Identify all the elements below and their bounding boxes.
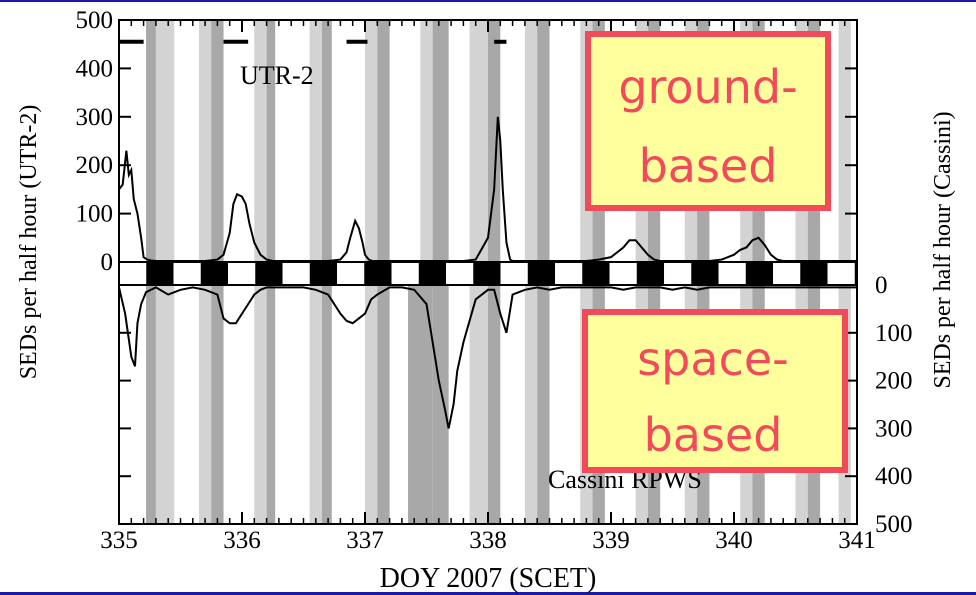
- lower-y-tick-label: 100: [875, 320, 913, 347]
- night-segment-8: [582, 262, 610, 285]
- x-tick-label: 335: [100, 527, 138, 554]
- callout-line: based: [639, 139, 778, 193]
- night-segment-4: [364, 262, 392, 285]
- night-segment-3: [309, 262, 338, 285]
- x-tick-label: 339: [592, 527, 630, 554]
- night-segment-10: [691, 262, 719, 285]
- ground-based-callout: ground-based: [585, 31, 831, 211]
- night-segment-12: [800, 262, 828, 285]
- night-segment-9: [636, 262, 665, 285]
- night-segment-6: [473, 262, 501, 285]
- night-segment-13: [854, 262, 857, 285]
- upper-panel-label: UTR-2: [240, 61, 314, 90]
- upper-y-tick-label: 0: [101, 249, 114, 276]
- lower-series: [118, 286, 857, 429]
- lower-y-axis-label: SEDs per half hour (Cassini): [930, 111, 956, 388]
- lower-y-tick-label: 300: [875, 415, 913, 442]
- x-tick-label: 341: [838, 527, 876, 554]
- upper-y-tick-label: 200: [76, 152, 114, 179]
- x-axis-label: DOY 2007 (SCET): [380, 563, 597, 594]
- x-tick-label: 337: [346, 527, 384, 554]
- axis-ticks: 335 336 337 338 339 340 341 0 100 200 300 400 500 0 10…: [76, 7, 913, 554]
- night-segment-7: [527, 262, 556, 285]
- x-tick-label: 340: [715, 527, 753, 554]
- bottom-frame-bar: [0, 592, 976, 595]
- top-frame-bar: [0, 0, 976, 2]
- upper-y-tick-label: 500: [76, 7, 114, 34]
- night-segment-5: [418, 262, 447, 285]
- lower-y-tick-label: 400: [875, 463, 913, 490]
- night-segment-2: [255, 262, 283, 285]
- x-tick-label: 338: [469, 527, 507, 554]
- night-segment-11: [745, 262, 774, 285]
- night-segment-1: [200, 262, 229, 285]
- ground-based-callout-text: ground-based: [618, 60, 797, 193]
- callout-line: ground-: [618, 60, 797, 114]
- cassini-series-line: [118, 286, 857, 429]
- x-tick-label: 336: [223, 527, 261, 554]
- shaded-band-27: [408, 285, 433, 524]
- callout-line: space-: [637, 332, 789, 386]
- day-night-bar: [118, 261, 858, 286]
- space-based-callout-text: space-based: [637, 332, 789, 462]
- space-based-callout: space-based: [582, 309, 848, 473]
- lower-y-tick-label: 500: [875, 511, 913, 538]
- callout-line: based: [644, 408, 783, 462]
- lower-y-tick-label: 0: [875, 272, 888, 299]
- upper-y-tick-label: 100: [76, 201, 114, 228]
- upper-y-tick-label: 300: [76, 104, 114, 131]
- night-segment-0: [146, 262, 174, 285]
- lower-y-tick-label: 200: [875, 368, 913, 395]
- upper-y-tick-label: 400: [76, 55, 114, 82]
- upper-y-axis-label: SEDs per half hour (UTR-2): [16, 105, 42, 380]
